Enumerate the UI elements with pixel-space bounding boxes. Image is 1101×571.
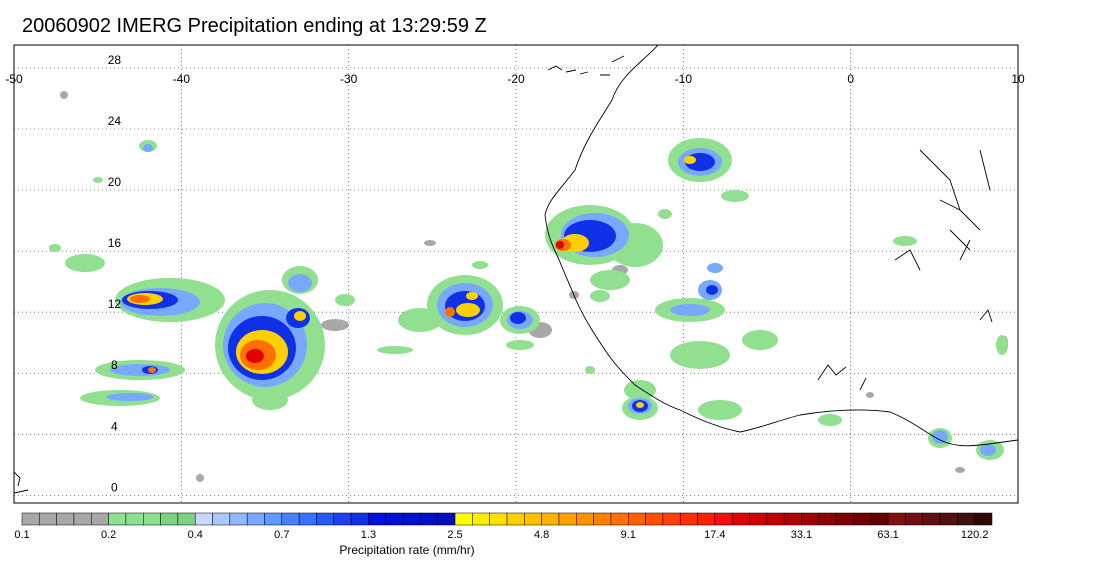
colorbar-swatch bbox=[679, 512, 698, 526]
colorbar-swatch bbox=[56, 512, 75, 526]
colorbar-swatch bbox=[801, 512, 820, 526]
colorbar-tick-label: 0.7 bbox=[274, 529, 289, 541]
lon-tick-label: -50 bbox=[5, 72, 23, 86]
axis-labels: -50 -40 -30 -20 -10 0 10 0 4 8 12 16 20 24 28 bbox=[5, 53, 1025, 494]
colorbar-swatch bbox=[524, 512, 542, 526]
lon-tick-label: -30 bbox=[340, 72, 358, 86]
colorbar-swatch bbox=[766, 512, 785, 526]
colorbar-swatch bbox=[454, 512, 473, 526]
precipitation-field bbox=[49, 91, 1008, 482]
colorbar-swatch bbox=[558, 512, 577, 526]
colorbar-swatch bbox=[662, 512, 681, 526]
colorbar-swatch bbox=[731, 512, 750, 526]
colorbar-labels: 0.1 0.2 0.4 0.7 1.3 2.5 4.8 9.1 17.4 33.1 63.1 120.… bbox=[14, 529, 988, 541]
lat-tick-label: 28 bbox=[108, 53, 122, 67]
colorbar-swatch bbox=[783, 512, 802, 526]
colorbar-tick-label: 2.5 bbox=[447, 529, 462, 541]
colorbar-swatch bbox=[246, 512, 265, 526]
colorbar-swatch bbox=[229, 512, 248, 526]
colorbar-swatch bbox=[628, 512, 646, 526]
colorbar-tick-label: 120.2 bbox=[961, 529, 989, 541]
lon-tick-label: 10 bbox=[1011, 72, 1025, 86]
colorbar-swatch bbox=[576, 512, 594, 526]
lon-tick-label: -40 bbox=[173, 72, 191, 86]
colorbar-swatch bbox=[125, 512, 144, 526]
colorbar-swatch bbox=[437, 512, 456, 526]
colorbar-swatch bbox=[298, 512, 317, 526]
lat-tick-label: 24 bbox=[108, 114, 122, 128]
lon-tick-label: 0 bbox=[847, 72, 854, 86]
colorbar-swatch bbox=[385, 512, 404, 526]
colorbar-swatch bbox=[73, 512, 92, 526]
colorbar-tick-label: 0.2 bbox=[101, 529, 116, 541]
colorbar-tick-label: 17.4 bbox=[704, 529, 725, 541]
colorbar-swatch bbox=[887, 512, 906, 526]
colorbar-swatch bbox=[957, 512, 975, 526]
colorbar-swatch bbox=[714, 512, 733, 526]
colorbar-swatch bbox=[402, 512, 421, 526]
colorbar-swatch bbox=[264, 512, 283, 526]
lon-tick-label: -20 bbox=[507, 72, 525, 86]
colorbar-swatch bbox=[974, 512, 993, 526]
colorbar-swatch bbox=[697, 512, 716, 526]
intense-rain-red bbox=[246, 241, 564, 363]
colorbar-swatch bbox=[143, 512, 161, 526]
colorbar-swatch bbox=[870, 512, 889, 526]
colorbar-swatch bbox=[350, 512, 369, 526]
colorbar-tick-label: 0.4 bbox=[188, 529, 203, 541]
lat-tick-label: 12 bbox=[108, 297, 122, 311]
colorbar-swatch bbox=[905, 512, 923, 526]
colorbar-swatch bbox=[835, 512, 854, 526]
lat-tick-label: 4 bbox=[111, 419, 118, 433]
colorbar-swatch bbox=[177, 512, 196, 526]
lon-tick-label: -10 bbox=[675, 72, 693, 86]
colorbar-swatch bbox=[194, 512, 213, 526]
colorbar-tick-label: 33.1 bbox=[791, 529, 812, 541]
colorbar-tick-label: 9.1 bbox=[621, 529, 636, 541]
colorbar-swatch bbox=[645, 512, 664, 526]
colorbar-swatch bbox=[506, 512, 525, 526]
colorbar-swatch bbox=[91, 512, 109, 526]
colorbar-swatch bbox=[541, 512, 560, 526]
colorbar-swatch bbox=[818, 512, 837, 526]
lat-tick-label: 0 bbox=[111, 480, 118, 494]
colorbar-swatch bbox=[160, 512, 179, 526]
lat-tick-label: 20 bbox=[108, 175, 122, 189]
colorbar bbox=[21, 512, 993, 526]
colorbar-tick-label: 1.3 bbox=[361, 529, 376, 541]
colorbar-swatch bbox=[610, 512, 629, 526]
colorbar-swatch bbox=[593, 512, 612, 526]
colorbar-title: Precipitation rate (mm/hr) bbox=[339, 543, 474, 557]
lat-tick-label: 16 bbox=[108, 236, 122, 250]
colorbar-swatch bbox=[281, 512, 300, 526]
colorbar-swatch bbox=[21, 512, 40, 526]
colorbar-tick-label: 63.1 bbox=[877, 529, 898, 541]
colorbar-swatch bbox=[749, 512, 768, 526]
lat-tick-label: 8 bbox=[111, 358, 118, 372]
map-frame bbox=[13, 44, 1019, 504]
colorbar-swatch bbox=[333, 512, 352, 526]
colorbar-tick-label: 0.1 bbox=[14, 529, 29, 541]
colorbar-swatch bbox=[212, 512, 231, 526]
colorbar-swatch bbox=[939, 512, 958, 526]
colorbar-swatch bbox=[922, 512, 941, 526]
colorbar-swatch bbox=[853, 512, 872, 526]
colorbar-swatch bbox=[472, 512, 490, 526]
page-title: 20060902 IMERG Precipitation ending at 1… bbox=[22, 15, 487, 37]
colorbar-swatch bbox=[316, 512, 335, 526]
colorbar-tick-label: 4.8 bbox=[534, 529, 549, 541]
colorbar-swatch bbox=[368, 512, 386, 526]
colorbar-swatch bbox=[489, 512, 508, 526]
colorbar-swatch bbox=[108, 512, 127, 526]
coastline bbox=[14, 45, 1018, 494]
colorbar-swatch bbox=[39, 512, 57, 526]
colorbar-swatch bbox=[420, 512, 438, 526]
